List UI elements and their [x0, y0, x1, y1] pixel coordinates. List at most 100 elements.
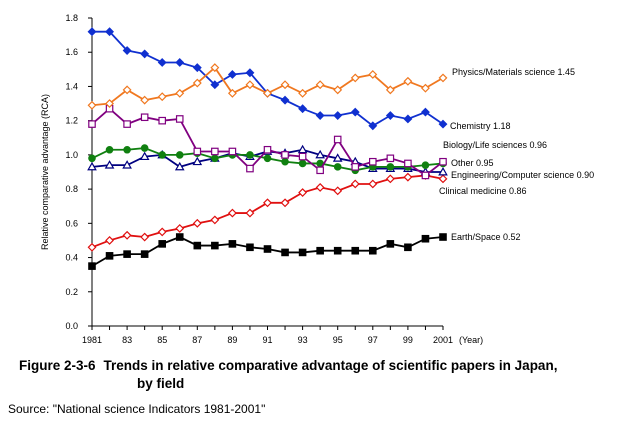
data-point — [369, 157, 377, 166]
data-point — [351, 163, 360, 171]
data-point — [175, 233, 184, 241]
y-tick-label: 1.8 — [65, 13, 78, 23]
figure-title-line1: Trends in relative comparative advantage… — [103, 358, 558, 373]
data-point — [193, 147, 202, 156]
data-point — [104, 160, 115, 169]
data-point — [211, 154, 219, 163]
data-point — [175, 115, 184, 123]
y-tick-label: 1.6 — [65, 47, 78, 57]
x-tick-label: 99 — [403, 335, 413, 345]
x-tick-label: 83 — [122, 335, 132, 345]
y-tick-label: 0.6 — [65, 218, 78, 228]
data-point — [315, 149, 325, 159]
data-point — [385, 174, 395, 184]
series-label: Earth/Space 0.52 — [451, 232, 521, 242]
data-point — [123, 120, 131, 128]
data-point — [333, 163, 342, 171]
data-point — [298, 159, 307, 168]
data-point — [140, 232, 150, 242]
data-point — [438, 119, 448, 129]
data-point — [192, 78, 202, 88]
data-point — [122, 160, 132, 169]
data-point — [122, 85, 132, 95]
data-point — [175, 224, 185, 233]
data-point — [88, 154, 96, 163]
data-point — [281, 157, 289, 166]
data-point — [403, 172, 413, 182]
data-point — [385, 111, 395, 120]
data-point — [385, 85, 395, 95]
y-axis-title: Relative comparative advantage (RCA) — [40, 94, 50, 250]
data-point — [439, 233, 447, 241]
data-point — [228, 147, 237, 156]
data-point — [193, 241, 202, 250]
data-point — [421, 161, 430, 169]
data-point — [245, 68, 255, 78]
data-point — [175, 151, 184, 159]
data-point — [438, 166, 448, 176]
data-point — [350, 107, 360, 117]
x-axis-unit: (Year) — [459, 335, 483, 345]
data-point — [421, 107, 430, 117]
data-point — [157, 58, 167, 67]
data-point — [140, 95, 150, 105]
x-tick-label: 1981 — [82, 335, 102, 345]
x-tick-label: 91 — [262, 335, 272, 345]
data-point — [105, 235, 114, 245]
data-point — [315, 80, 325, 90]
data-point — [350, 73, 360, 83]
y-tick-label: 1.0 — [65, 150, 78, 160]
x-tick-label: 89 — [227, 335, 237, 345]
data-point — [122, 46, 132, 55]
data-point — [298, 104, 308, 114]
figure-number: Figure 2-3-6 — [19, 358, 96, 373]
data-point — [263, 145, 272, 154]
series-label: Clinical medicine 0.86 — [439, 186, 527, 196]
y-tick-label: 1.2 — [65, 116, 78, 126]
data-point — [333, 246, 342, 255]
data-point — [386, 154, 395, 163]
data-point — [210, 215, 220, 225]
data-point — [123, 250, 131, 258]
data-point — [403, 114, 413, 124]
data-point — [87, 242, 97, 252]
y-tick-label: 0.8 — [65, 184, 78, 194]
y-tick-label: 0.0 — [65, 321, 78, 331]
data-point — [192, 63, 202, 73]
data-point — [158, 151, 166, 159]
series-label: Physics/Materials science 1.45 — [452, 67, 575, 77]
data-point — [281, 151, 289, 159]
data-point — [315, 182, 325, 192]
data-point — [87, 27, 97, 37]
data-point — [157, 92, 167, 102]
data-point — [280, 198, 290, 208]
data-point — [245, 80, 255, 90]
data-point — [263, 245, 272, 253]
data-point — [88, 262, 96, 270]
series-2 — [88, 104, 447, 180]
data-point — [404, 159, 412, 168]
data-point — [333, 135, 342, 144]
y-tick-label: 1.4 — [65, 81, 78, 91]
data-point — [139, 151, 150, 161]
figure-caption: Figure 2-3-6 Trends in relative comparati… — [19, 357, 629, 393]
series-0 — [87, 63, 448, 110]
figure-title-line2: by field — [137, 376, 185, 391]
data-point — [298, 188, 308, 197]
data-point — [105, 252, 114, 260]
data-point — [227, 70, 237, 79]
data-point — [88, 120, 96, 128]
data-point — [175, 58, 185, 67]
data-point — [298, 152, 307, 161]
data-point — [439, 157, 447, 166]
data-point — [280, 95, 290, 105]
data-point — [332, 153, 343, 162]
data-point — [351, 246, 360, 255]
data-point — [246, 243, 254, 252]
data-point — [227, 88, 237, 98]
data-point — [403, 76, 413, 86]
data-point — [386, 163, 395, 171]
data-point — [87, 161, 97, 171]
data-point — [140, 113, 149, 122]
x-tick-label: 87 — [192, 335, 202, 345]
